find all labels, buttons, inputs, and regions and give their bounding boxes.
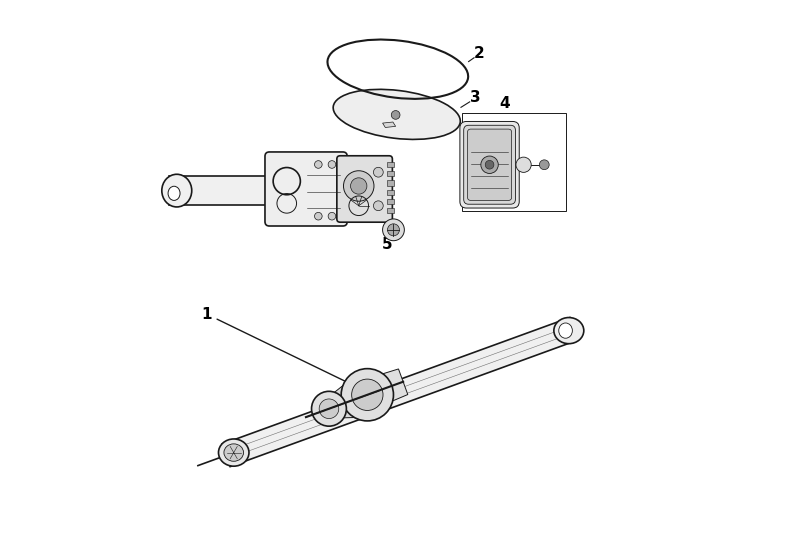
Text: 3: 3 [470,90,480,105]
Ellipse shape [333,89,460,139]
Text: 1: 1 [202,306,359,388]
Circle shape [481,156,498,173]
Text: 5: 5 [382,237,392,252]
Ellipse shape [224,444,243,461]
Circle shape [350,178,367,194]
Circle shape [311,391,346,426]
Text: 4: 4 [499,96,510,112]
Polygon shape [222,317,578,466]
Circle shape [486,161,494,169]
Circle shape [516,157,531,172]
Bar [387,208,394,213]
Circle shape [341,368,394,421]
Ellipse shape [168,186,180,200]
Polygon shape [382,122,396,128]
Circle shape [328,161,336,168]
Polygon shape [334,382,361,418]
FancyBboxPatch shape [467,129,512,200]
Circle shape [539,160,549,169]
Bar [387,171,394,177]
Bar [462,113,566,211]
FancyBboxPatch shape [460,122,519,208]
Bar [387,190,394,195]
Polygon shape [367,369,408,407]
FancyBboxPatch shape [337,156,392,222]
Circle shape [382,219,404,241]
Ellipse shape [218,439,249,466]
Ellipse shape [558,323,572,338]
Bar [387,180,394,186]
Bar [387,199,394,204]
Circle shape [374,167,383,177]
Text: 2: 2 [474,46,485,60]
Bar [179,177,330,205]
Bar [387,162,394,167]
Circle shape [374,201,383,211]
Circle shape [314,212,322,220]
Circle shape [314,161,322,168]
Circle shape [343,170,374,201]
Circle shape [319,399,338,419]
Ellipse shape [162,174,192,207]
Circle shape [328,212,336,220]
Circle shape [387,224,399,236]
FancyBboxPatch shape [265,152,347,226]
Circle shape [352,379,383,410]
Ellipse shape [554,317,584,344]
FancyBboxPatch shape [464,125,515,204]
Circle shape [391,111,400,119]
